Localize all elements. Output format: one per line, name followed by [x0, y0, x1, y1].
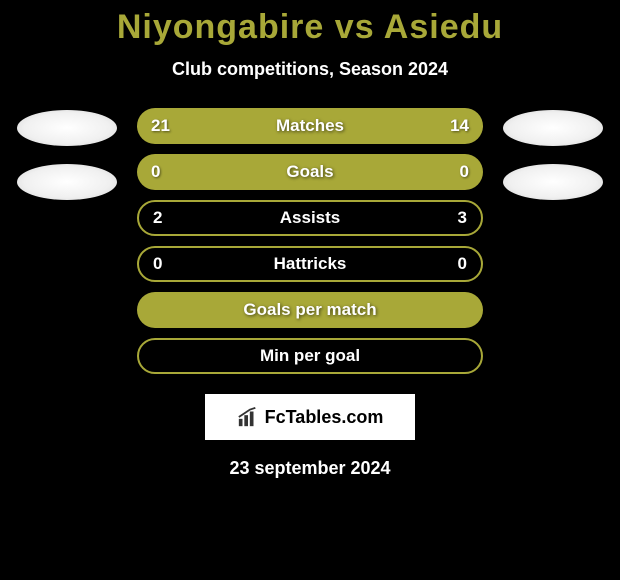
stat-right-value: 0 [439, 162, 469, 182]
stat-label: Hattricks [274, 254, 347, 274]
stat-row-assists: 2 Assists 3 [137, 200, 483, 236]
stat-left-value: 0 [153, 254, 183, 274]
stat-label: Goals per match [243, 300, 376, 320]
player1-photos-column [17, 108, 117, 200]
stat-left-value: 21 [151, 116, 181, 136]
stat-right-value: 14 [439, 116, 469, 136]
source-logo-box: FcTables.com [205, 394, 415, 440]
stat-row-matches: 21 Matches 14 [137, 108, 483, 144]
player1-photo-top [17, 110, 117, 146]
player2-photo-top [503, 110, 603, 146]
stat-left-value: 0 [151, 162, 181, 182]
player1-name: Niyongabire [117, 8, 324, 46]
player2-name: Asiedu [384, 8, 503, 46]
comparison-infographic: Niyongabire vs Asiedu Club competitions,… [0, 0, 620, 580]
source-logo-text: FcTables.com [265, 407, 384, 428]
page-title: Niyongabire vs Asiedu [0, 0, 620, 47]
stat-right-value: 3 [437, 208, 467, 228]
player2-photo-bottom [503, 164, 603, 200]
stat-row-goals: 0 Goals 0 [137, 154, 483, 190]
stat-label: Assists [280, 208, 340, 228]
stat-right-value: 0 [437, 254, 467, 274]
vs-label: vs [335, 8, 375, 46]
stat-row-hattricks: 0 Hattricks 0 [137, 246, 483, 282]
stat-label: Goals [286, 162, 333, 182]
chart-icon [237, 406, 259, 428]
stats-column: 21 Matches 14 0 Goals 0 2 Assists 3 0 Ha… [137, 108, 483, 374]
player2-photos-column [503, 108, 603, 200]
subtitle: Club competitions, Season 2024 [0, 59, 620, 80]
stat-label: Matches [276, 116, 344, 136]
stat-left-value: 2 [153, 208, 183, 228]
stat-label: Min per goal [260, 346, 360, 366]
comparison-wrapper: 21 Matches 14 0 Goals 0 2 Assists 3 0 Ha… [0, 108, 620, 374]
player1-photo-bottom [17, 164, 117, 200]
stat-row-goals-per-match: Goals per match [137, 292, 483, 328]
date-text: 23 september 2024 [0, 458, 620, 479]
stat-row-min-per-goal: Min per goal [137, 338, 483, 374]
